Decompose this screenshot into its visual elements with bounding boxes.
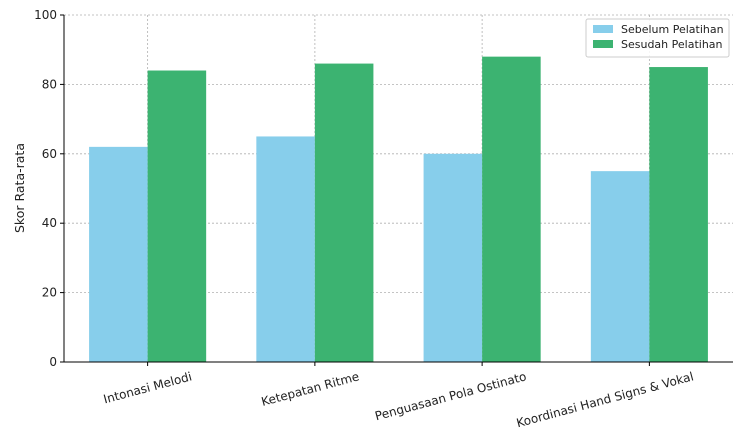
y-tick-label: 20 (42, 286, 57, 300)
legend-box (585, 18, 730, 58)
bar-sesudah (147, 70, 207, 363)
bar-sesudah (482, 56, 541, 362)
legend: Sebelum Pelatihan Sesudah Pelatihan (585, 18, 730, 58)
axes (63, 15, 733, 363)
legend-label: Sesudah Pelatihan (621, 38, 723, 51)
y-axis-label: Skor Rata-rata (12, 143, 27, 233)
y-tick-label: 0 (49, 355, 57, 369)
x-tick-label: Intonasi Melodi (102, 369, 193, 406)
bar-sebelum (89, 146, 148, 362)
legend-label: Sebelum Pelatihan (621, 23, 724, 36)
y-tick-label: 60 (42, 147, 57, 161)
legend-swatch (593, 25, 613, 33)
y-tick-label: 100 (34, 8, 57, 22)
y-ticks: 0 20 40 60 80 100 (34, 8, 64, 369)
x-tick-label: Penguasaan Pola Ostinato (373, 369, 527, 423)
bars (89, 56, 708, 363)
legend-swatch (593, 40, 613, 48)
y-tick-label: 40 (42, 216, 57, 230)
x-tick-label: Koordinasi Hand Signs & Vokal (515, 369, 695, 430)
bar-sebelum (256, 136, 315, 362)
x-ticks: Intonasi Melodi Ketepatan Ritme Penguasaan… (102, 362, 695, 430)
bar-sebelum (423, 153, 483, 362)
y-tick-label: 80 (42, 77, 57, 91)
bar-sesudah (649, 67, 708, 363)
bar-sesudah (314, 63, 374, 363)
x-tick-label: Ketepatan Ritme (260, 369, 361, 409)
bar-sebelum (590, 171, 650, 362)
